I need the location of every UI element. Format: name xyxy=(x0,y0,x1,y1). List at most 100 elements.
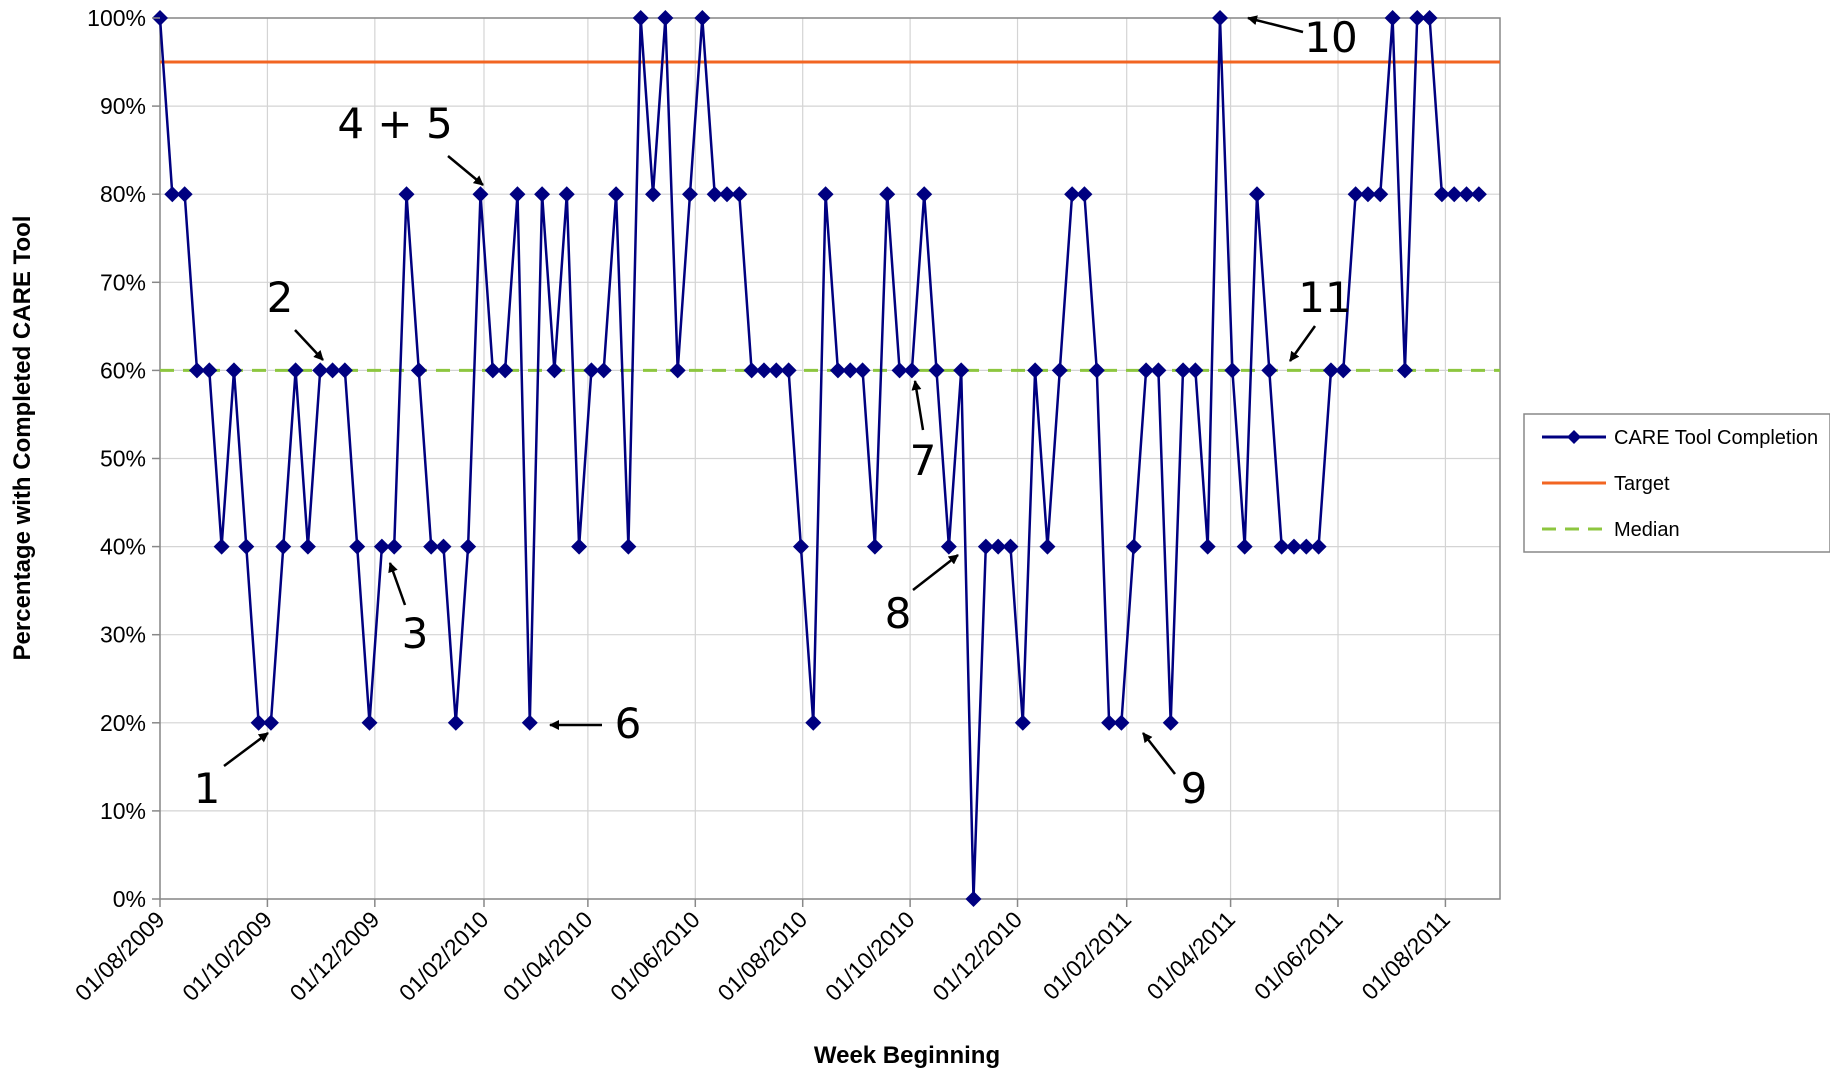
data-point xyxy=(188,362,205,379)
x-tick-label: 01/12/2010 xyxy=(927,906,1027,1006)
data-point xyxy=(694,10,711,26)
annotation-arrow xyxy=(1288,325,1317,362)
y-tick-label: 30% xyxy=(100,622,146,648)
x-tick-label: 01/12/2009 xyxy=(285,906,385,1006)
legend-label: Median xyxy=(1614,519,1680,541)
data-point xyxy=(521,714,538,731)
data-point xyxy=(669,362,686,379)
annotation-label: 8 xyxy=(885,589,912,638)
data-point xyxy=(620,538,637,555)
data-point xyxy=(990,538,1007,555)
data-point xyxy=(336,362,353,379)
x-tick-label: 01/02/2010 xyxy=(394,906,494,1006)
data-point xyxy=(1162,714,1179,731)
data-point xyxy=(509,186,526,203)
data-point xyxy=(1014,714,1031,731)
data-point xyxy=(743,362,760,379)
data-point xyxy=(903,362,920,379)
y-tick-label: 80% xyxy=(100,181,146,207)
y-axis-title: Percentage with Completed CARE Tool xyxy=(9,216,36,661)
data-point xyxy=(1446,186,1463,203)
data-point xyxy=(423,538,440,555)
annotation-label: 6 xyxy=(615,699,642,748)
data-point xyxy=(299,538,316,555)
data-point xyxy=(645,186,662,203)
data-point xyxy=(312,362,329,379)
annotation-label: 11 xyxy=(1298,273,1351,322)
x-tick-label: 01/06/2010 xyxy=(605,906,705,1006)
annotation-arrow xyxy=(912,554,959,591)
data-point xyxy=(1261,362,1278,379)
data-point xyxy=(546,362,563,379)
legend-label: Target xyxy=(1614,473,1670,495)
annotation-arrow xyxy=(1247,15,1304,34)
data-point xyxy=(879,186,896,203)
data-point xyxy=(1285,538,1302,555)
data-point xyxy=(324,362,341,379)
y-tick-label: 100% xyxy=(87,5,146,31)
data-point xyxy=(1359,186,1376,203)
data-point xyxy=(349,538,366,555)
data-point xyxy=(447,714,464,731)
data-point xyxy=(1421,10,1438,26)
data-point xyxy=(1224,362,1241,379)
data-point xyxy=(558,186,575,203)
data-point xyxy=(755,362,772,379)
data-point xyxy=(238,538,255,555)
data-point xyxy=(829,362,846,379)
data-point xyxy=(1175,362,1192,379)
data-point xyxy=(1039,538,1056,555)
data-point xyxy=(201,362,218,379)
series xyxy=(152,10,1487,907)
data-point xyxy=(484,362,501,379)
data-point xyxy=(1101,714,1118,731)
annotation-label: 2 xyxy=(267,273,294,322)
data-point xyxy=(940,538,957,555)
data-point xyxy=(1125,538,1142,555)
data-point xyxy=(410,362,427,379)
x-tick-label: 01/04/2011 xyxy=(1142,906,1241,1005)
data-point xyxy=(718,186,735,203)
data-point xyxy=(1372,186,1389,203)
data-point xyxy=(373,538,390,555)
data-point xyxy=(1150,362,1167,379)
data-point xyxy=(1310,538,1327,555)
data-point xyxy=(1409,10,1426,26)
y-tick-label: 50% xyxy=(100,446,146,472)
data-point xyxy=(534,186,551,203)
data-point xyxy=(262,714,279,731)
annotation-arrow xyxy=(388,562,407,606)
x-tick-label: 01/08/2010 xyxy=(712,906,812,1006)
data-point xyxy=(965,891,982,907)
data-point xyxy=(1187,362,1204,379)
data-point xyxy=(583,362,600,379)
annotations: 1 2 3 4 + 5 6 7 8 9 10 11 xyxy=(194,13,1358,813)
data-point xyxy=(1298,538,1315,555)
data-point xyxy=(608,186,625,203)
data-point xyxy=(706,186,723,203)
data-point xyxy=(398,186,415,203)
data-point xyxy=(460,538,477,555)
legend: CARE Tool Completion Target Median xyxy=(1523,413,1830,553)
data-point xyxy=(472,186,489,203)
data-point xyxy=(497,362,514,379)
data-point xyxy=(287,362,304,379)
data-point xyxy=(164,186,181,203)
annotation-label: 3 xyxy=(402,609,429,658)
y-tick-label: 60% xyxy=(100,357,146,383)
y-tick-label: 40% xyxy=(100,534,146,560)
data-point xyxy=(250,714,267,731)
data-point xyxy=(1347,186,1364,203)
data-point xyxy=(1322,362,1339,379)
data-point xyxy=(1088,362,1105,379)
data-point xyxy=(805,714,822,731)
data-point xyxy=(657,10,674,26)
data-point xyxy=(176,186,193,203)
data-point xyxy=(1212,10,1229,26)
annotation-arrow xyxy=(1142,732,1176,775)
data-point xyxy=(1470,186,1487,203)
data-point xyxy=(1458,186,1475,203)
x-axis-title: Week Beginning xyxy=(814,1042,1000,1069)
data-point xyxy=(792,538,809,555)
x-axis-ticks: 01/08/2009 01/10/2009 01/12/2009 01/02/2010… xyxy=(70,899,1455,1006)
